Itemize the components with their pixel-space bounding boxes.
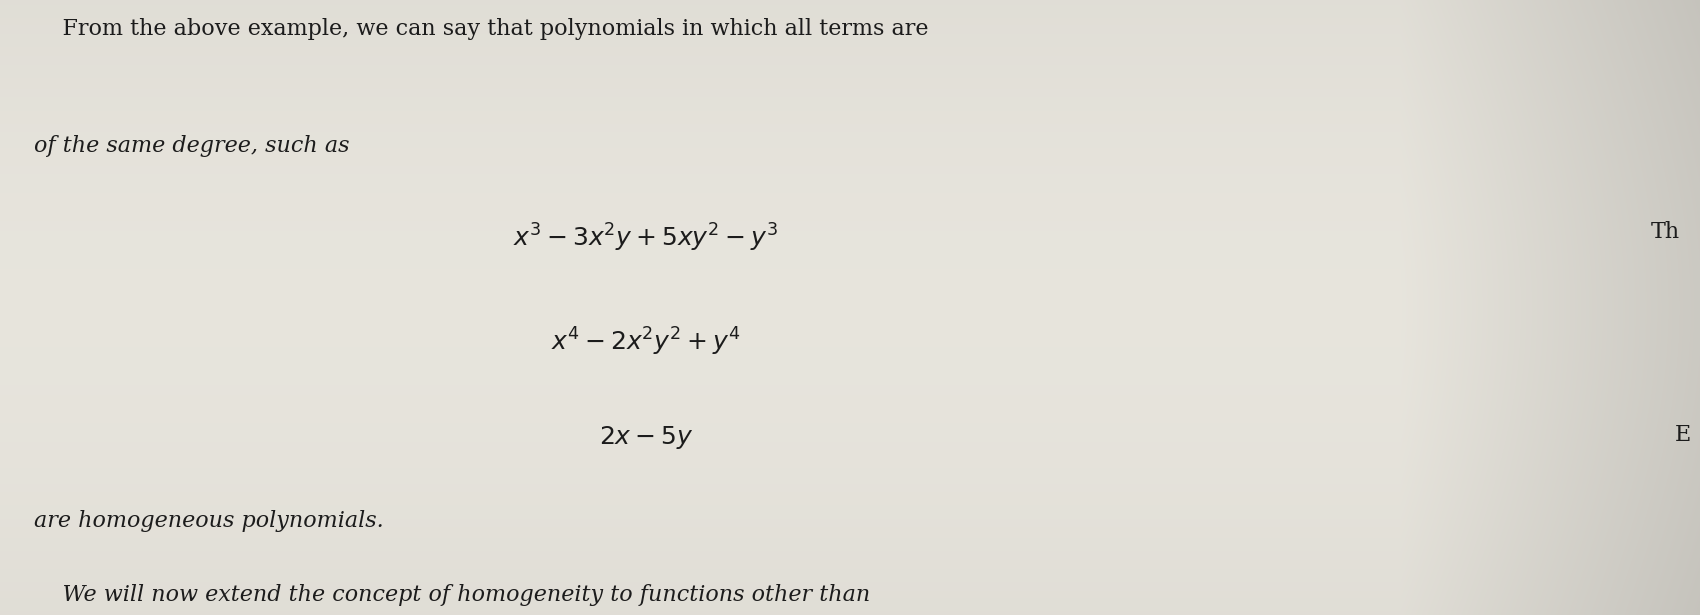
Text: are homogeneous polynomials.: are homogeneous polynomials.: [34, 510, 384, 533]
Text: Th: Th: [1651, 221, 1680, 244]
Text: of the same degree, such as: of the same degree, such as: [34, 135, 350, 157]
Text: We will now extend the concept of homogeneity to functions other than: We will now extend the concept of homoge…: [34, 584, 870, 606]
Text: $x^3 - 3x^2y + 5xy^2 - y^3$: $x^3 - 3x^2y + 5xy^2 - y^3$: [513, 221, 779, 253]
Text: E: E: [1674, 424, 1692, 446]
Text: From the above example, we can say that polynomials in which all terms are: From the above example, we can say that …: [34, 18, 928, 41]
Text: $2x - 5y$: $2x - 5y$: [598, 424, 694, 451]
Text: $x^4 - 2x^2y^2 + y^4$: $x^4 - 2x^2y^2 + y^4$: [551, 326, 741, 358]
